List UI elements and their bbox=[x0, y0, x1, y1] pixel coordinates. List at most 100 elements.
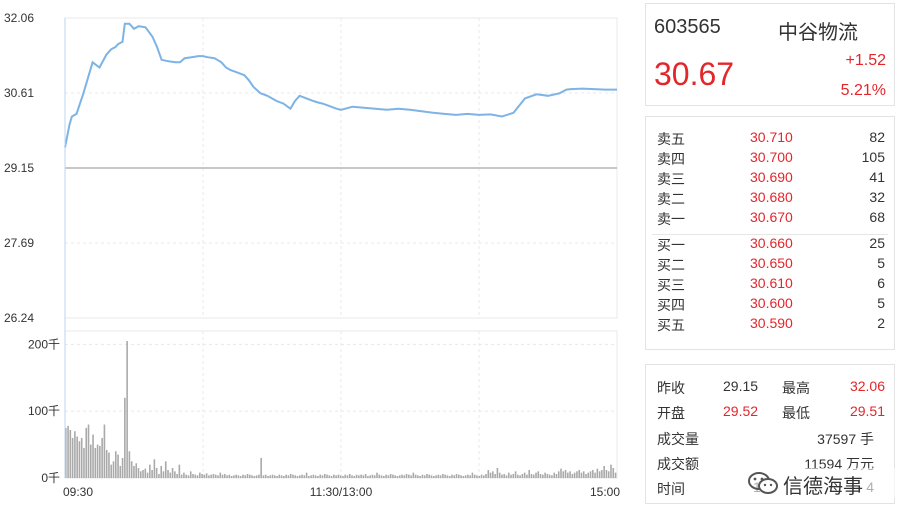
volume-bar bbox=[460, 475, 462, 478]
volume-bar bbox=[364, 473, 367, 478]
volume-bar bbox=[276, 476, 278, 478]
low-value: 29.51 bbox=[849, 403, 885, 419]
bid-volume: 2 bbox=[877, 315, 885, 331]
volume-bar bbox=[117, 454, 119, 478]
bid-price: 30.590 bbox=[750, 315, 793, 331]
price-tick-label: 29.15 bbox=[4, 161, 34, 175]
volume-bar bbox=[398, 475, 401, 478]
volume-bar bbox=[358, 475, 360, 478]
bid-row: 买四 30.600 5 bbox=[646, 293, 894, 313]
volume-bar bbox=[492, 471, 494, 478]
volume-bar bbox=[135, 463, 138, 478]
volume-bar bbox=[473, 474, 476, 478]
price-tick-label: 26.24 bbox=[4, 311, 34, 325]
bid-volume: 5 bbox=[877, 295, 885, 311]
volume-bar bbox=[523, 472, 526, 478]
volume-bar bbox=[521, 473, 524, 478]
volume-bar bbox=[435, 475, 437, 478]
volume-bar bbox=[130, 461, 133, 478]
volume-bar bbox=[439, 475, 442, 478]
volume-bar bbox=[121, 457, 124, 478]
volume-bar bbox=[376, 472, 378, 478]
volume-bar bbox=[339, 475, 342, 478]
volume-bar bbox=[553, 472, 555, 478]
volume-bar bbox=[155, 467, 158, 478]
volume-bar bbox=[319, 474, 322, 478]
volume-bar bbox=[401, 474, 403, 478]
volume-bar bbox=[235, 474, 237, 478]
volume-bar bbox=[385, 474, 387, 478]
open-value: 29.52 bbox=[723, 403, 759, 419]
volume-bar bbox=[249, 474, 251, 478]
intraday-chart: 32.06 30.61 29.15 27.69 26.24 200千 100千 0千 09:30… bbox=[4, 11, 620, 499]
volume-bar bbox=[289, 473, 292, 478]
volume-bar bbox=[335, 475, 337, 478]
volume-bar bbox=[537, 471, 540, 478]
volume-bar bbox=[253, 476, 256, 478]
volume-bar bbox=[557, 471, 560, 478]
volume-bar bbox=[362, 475, 365, 478]
volume-bar bbox=[453, 475, 456, 478]
volume-bar bbox=[430, 475, 433, 478]
volume-bar bbox=[264, 474, 267, 478]
volume-bar bbox=[80, 437, 83, 478]
volume-bar bbox=[217, 475, 219, 478]
chart-svg: 32.06 30.61 29.15 27.69 26.24 200千 100千 0千09:30… bbox=[4, 11, 620, 499]
volume-bar bbox=[387, 475, 390, 478]
volume-bar bbox=[448, 476, 451, 478]
ask-price: 30.670 bbox=[750, 209, 793, 225]
volume-bar bbox=[482, 475, 485, 478]
bid-volume: 5 bbox=[877, 255, 885, 271]
volume-bar bbox=[246, 473, 249, 478]
volume-label: 成交量 bbox=[657, 431, 699, 447]
volume-bar bbox=[535, 472, 537, 478]
volume-bar bbox=[214, 474, 217, 478]
volume-bar bbox=[371, 474, 374, 478]
volume-bar bbox=[242, 474, 244, 478]
ask-price: 30.710 bbox=[750, 129, 793, 145]
volume-bar bbox=[587, 472, 590, 478]
volume-tick-label: 0千 bbox=[41, 471, 60, 485]
volume-bar bbox=[273, 475, 276, 478]
volume-value: 37597 手 bbox=[817, 431, 874, 447]
volume-bar bbox=[394, 475, 396, 478]
wechat-icon bbox=[748, 472, 778, 494]
ask-volume: 41 bbox=[869, 169, 885, 185]
open-label: 开盘 bbox=[657, 405, 685, 421]
volume-bar bbox=[380, 475, 383, 478]
volume-bar bbox=[592, 469, 594, 478]
volume-bar bbox=[176, 473, 178, 478]
volume-bar bbox=[601, 469, 603, 478]
volume-bar bbox=[321, 475, 324, 478]
volume-bar bbox=[562, 471, 565, 478]
bid-price: 30.600 bbox=[750, 295, 793, 311]
volume-bar bbox=[428, 474, 431, 478]
volume-bar bbox=[348, 473, 351, 478]
volume-bar bbox=[510, 474, 512, 478]
volume-bar bbox=[112, 461, 115, 478]
volume-bar bbox=[237, 475, 240, 478]
volume-bar bbox=[310, 475, 312, 478]
volume-bar bbox=[105, 449, 108, 478]
volume-bar bbox=[189, 471, 192, 478]
volume-bar bbox=[421, 474, 424, 478]
ask-label: 卖五 bbox=[657, 131, 685, 147]
volume-bar bbox=[85, 427, 88, 478]
volume-bar bbox=[303, 475, 306, 478]
volume-bar bbox=[126, 341, 128, 478]
volume-bar bbox=[501, 474, 503, 478]
volume-bar bbox=[328, 475, 331, 478]
volume-bar bbox=[305, 472, 308, 478]
bid-label: 买一 bbox=[657, 237, 685, 253]
price-tick-label: 30.61 bbox=[4, 86, 34, 100]
volume-bar bbox=[164, 461, 167, 478]
volume-bar bbox=[158, 473, 160, 478]
volume-bar bbox=[171, 467, 174, 478]
volume-bar bbox=[178, 464, 181, 478]
volume-bar bbox=[230, 476, 233, 478]
volume-bar bbox=[323, 473, 326, 478]
volume-bar bbox=[114, 451, 117, 478]
volume-bar bbox=[594, 472, 596, 478]
ask-row: 卖三 30.690 41 bbox=[646, 167, 894, 187]
ask-price: 30.700 bbox=[750, 149, 793, 165]
